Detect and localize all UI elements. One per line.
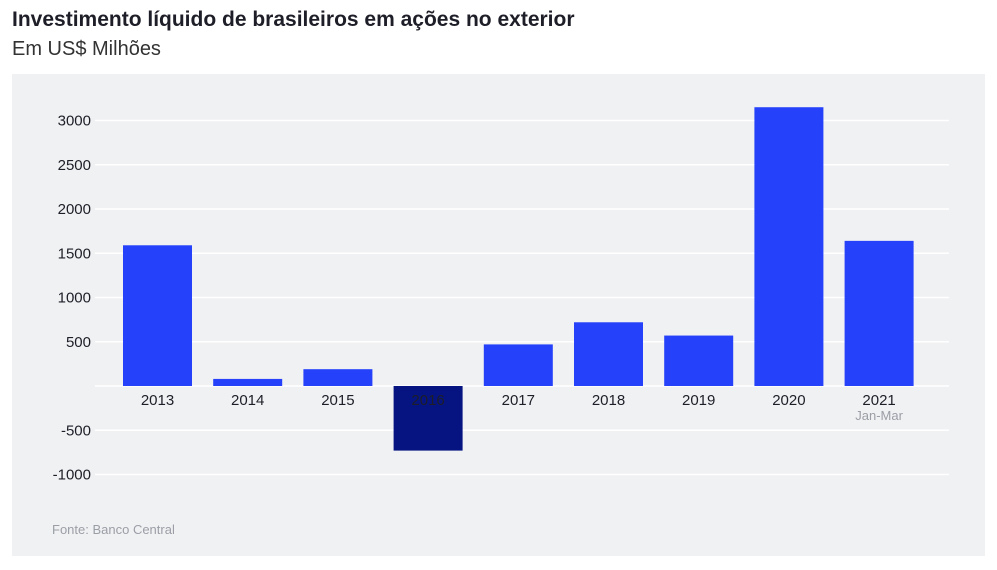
x-category-label: 2020: [772, 392, 805, 409]
bar-2013: [123, 245, 192, 386]
bar-2014: [213, 378, 283, 386]
x-category-sublabel: Jan-Mar: [855, 408, 903, 423]
bar-2018: [574, 322, 643, 386]
x-category-label: 2017: [502, 392, 535, 409]
chart-subtitle: Em US$ Milhões: [12, 38, 161, 60]
x-category-label: 2015: [321, 392, 354, 409]
x-category-label: 2014: [231, 392, 264, 409]
y-tick-label: -500: [61, 422, 91, 439]
bar-2021: [844, 240, 914, 386]
chart-title: Investimento líquido de brasileiros em a…: [12, 8, 575, 31]
x-category-label: 2019: [682, 392, 715, 409]
x-category-label: 2013: [141, 392, 174, 409]
y-tick-label: 3000: [58, 113, 91, 130]
y-tick-label: 500: [66, 334, 91, 351]
bar-2017: [483, 344, 553, 386]
bar-2019: [664, 335, 734, 386]
y-tick-label: -1000: [53, 467, 91, 484]
y-tick-label: 1000: [58, 290, 91, 307]
bar-2015: [303, 369, 373, 386]
source-note: Fonte: Banco Central: [52, 522, 175, 537]
x-category-label: 2018: [592, 392, 625, 409]
y-tick-label: 1500: [58, 245, 91, 262]
y-tick-label: 2500: [58, 157, 91, 174]
bar-2020: [754, 107, 824, 386]
x-category-label: 2021: [862, 392, 895, 409]
bar-2016: [393, 386, 463, 451]
x-category-label: 2016: [411, 392, 444, 409]
y-tick-label: 2000: [58, 201, 91, 218]
